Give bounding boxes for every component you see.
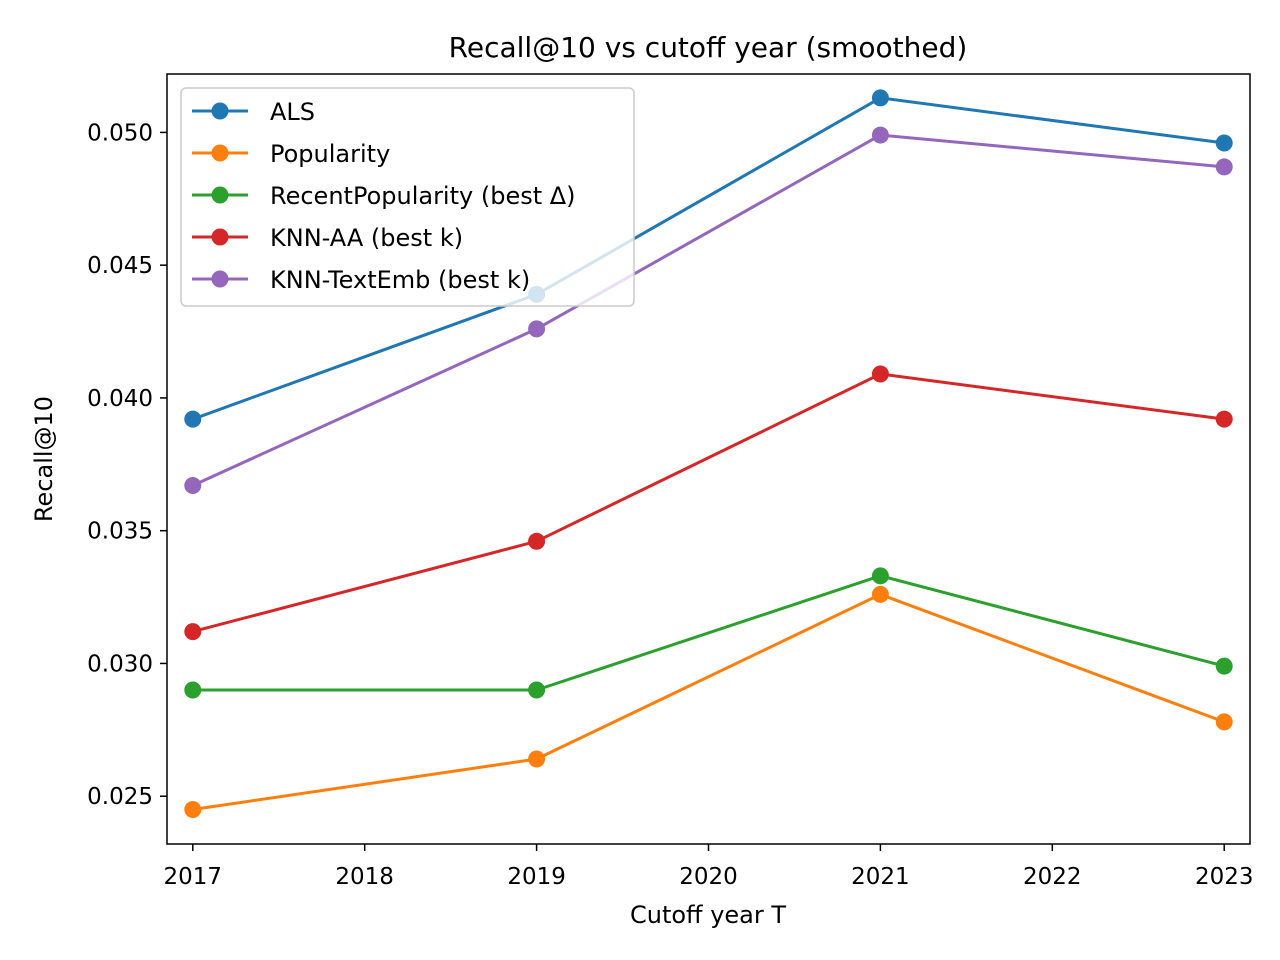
data-point-recentpopularity-best xyxy=(871,567,889,585)
x-axis-label: Cutoff year T xyxy=(630,901,786,929)
plot-frame xyxy=(166,73,1251,845)
x-tick-label: 2018 xyxy=(335,864,394,890)
data-point-als xyxy=(1215,134,1233,152)
data-point-knn-aa-best-k xyxy=(528,532,546,550)
data-point-als xyxy=(184,410,202,428)
series-line-knn-aa-best-k xyxy=(191,372,1226,634)
legend-items: ALS Popularity RecentPopularity (best Δ) KN… xyxy=(192,98,576,294)
legend-label: Popularity xyxy=(270,140,390,168)
legend-label: ALS xyxy=(270,98,315,126)
legend-item-als: ALS xyxy=(192,98,315,126)
y-tick-label: 0.045 xyxy=(87,253,153,279)
chart-legend: ALS Popularity RecentPopularity (best Δ) KN… xyxy=(180,87,635,307)
x-tick-label: 2023 xyxy=(1195,864,1254,890)
data-point-popularity xyxy=(1215,713,1233,731)
legend-swatch-marker xyxy=(211,228,229,246)
series-knn-aa-best-k xyxy=(184,365,1233,641)
y-tick-label: 0.040 xyxy=(87,386,153,412)
y-tick-label: 0.035 xyxy=(87,519,153,545)
legend-label: RecentPopularity (best Δ) xyxy=(270,182,576,210)
legend-label: KNN-TextEmb (best k) xyxy=(270,266,530,294)
series-line-knn-textemb-best-k xyxy=(191,133,1226,488)
data-point-recentpopularity-best xyxy=(528,681,546,699)
series-als xyxy=(184,89,1233,428)
y-tick-label: 0.025 xyxy=(87,784,153,810)
legend-swatch-marker xyxy=(211,186,229,204)
data-point-recentpopularity-best xyxy=(1215,657,1233,675)
series-knn-textemb-best-k xyxy=(184,126,1233,495)
y-axis-ticks: 0.025 0.030 0.035 0.040 0.045 0.050 xyxy=(87,120,167,810)
legend-item-knn-textemb-best-k: KNN-TextEmb (best k) xyxy=(192,266,530,294)
data-point-knn-aa-best-k xyxy=(871,365,889,383)
legend-swatch-marker xyxy=(211,102,229,120)
series-line-als xyxy=(191,96,1226,421)
series-line-recentpopularity-best xyxy=(191,574,1226,692)
series-line-popularity xyxy=(191,592,1226,811)
x-tick-label: 2021 xyxy=(851,864,910,890)
data-point-knn-textemb-best-k xyxy=(1215,158,1233,176)
legend-label: KNN-AA (best k) xyxy=(270,224,463,252)
y-tick-label: 0.030 xyxy=(87,651,153,677)
data-point-knn-textemb-best-k xyxy=(528,320,546,338)
x-tick-label: 2022 xyxy=(1023,864,1082,890)
data-point-knn-textemb-best-k xyxy=(871,126,889,144)
x-axis-ticks: 2017 2018 2019 2020 2021 2022 2023 xyxy=(164,844,1254,890)
legend-swatch-marker xyxy=(211,270,229,288)
data-point-als xyxy=(871,89,889,107)
data-point-recentpopularity-best xyxy=(184,681,202,699)
legend-box xyxy=(180,87,635,307)
legend-item-knn-aa-best-k: KNN-AA (best k) xyxy=(192,224,463,252)
y-tick-label: 0.050 xyxy=(87,120,153,146)
x-tick-label: 2019 xyxy=(507,864,566,890)
data-point-knn-textemb-best-k xyxy=(184,477,202,495)
legend-item-recentpopularity-best: RecentPopularity (best Δ) xyxy=(192,182,576,210)
series-recentpopularity-best xyxy=(184,567,1233,699)
data-point-popularity xyxy=(871,585,889,603)
chart-title: Recall@10 vs cutoff year (smoothed) xyxy=(449,31,968,64)
series-popularity xyxy=(184,585,1233,818)
legend-swatch-marker xyxy=(211,144,229,162)
x-tick-label: 2020 xyxy=(679,864,738,890)
data-point-knn-aa-best-k xyxy=(184,623,202,641)
data-point-popularity xyxy=(528,750,546,768)
series-layer xyxy=(184,89,1233,818)
data-point-popularity xyxy=(184,800,202,818)
legend-item-popularity: Popularity xyxy=(192,140,390,168)
x-tick-label: 2017 xyxy=(164,864,223,890)
data-point-knn-aa-best-k xyxy=(1215,410,1233,428)
y-axis-label: Recall@10 xyxy=(30,396,58,522)
